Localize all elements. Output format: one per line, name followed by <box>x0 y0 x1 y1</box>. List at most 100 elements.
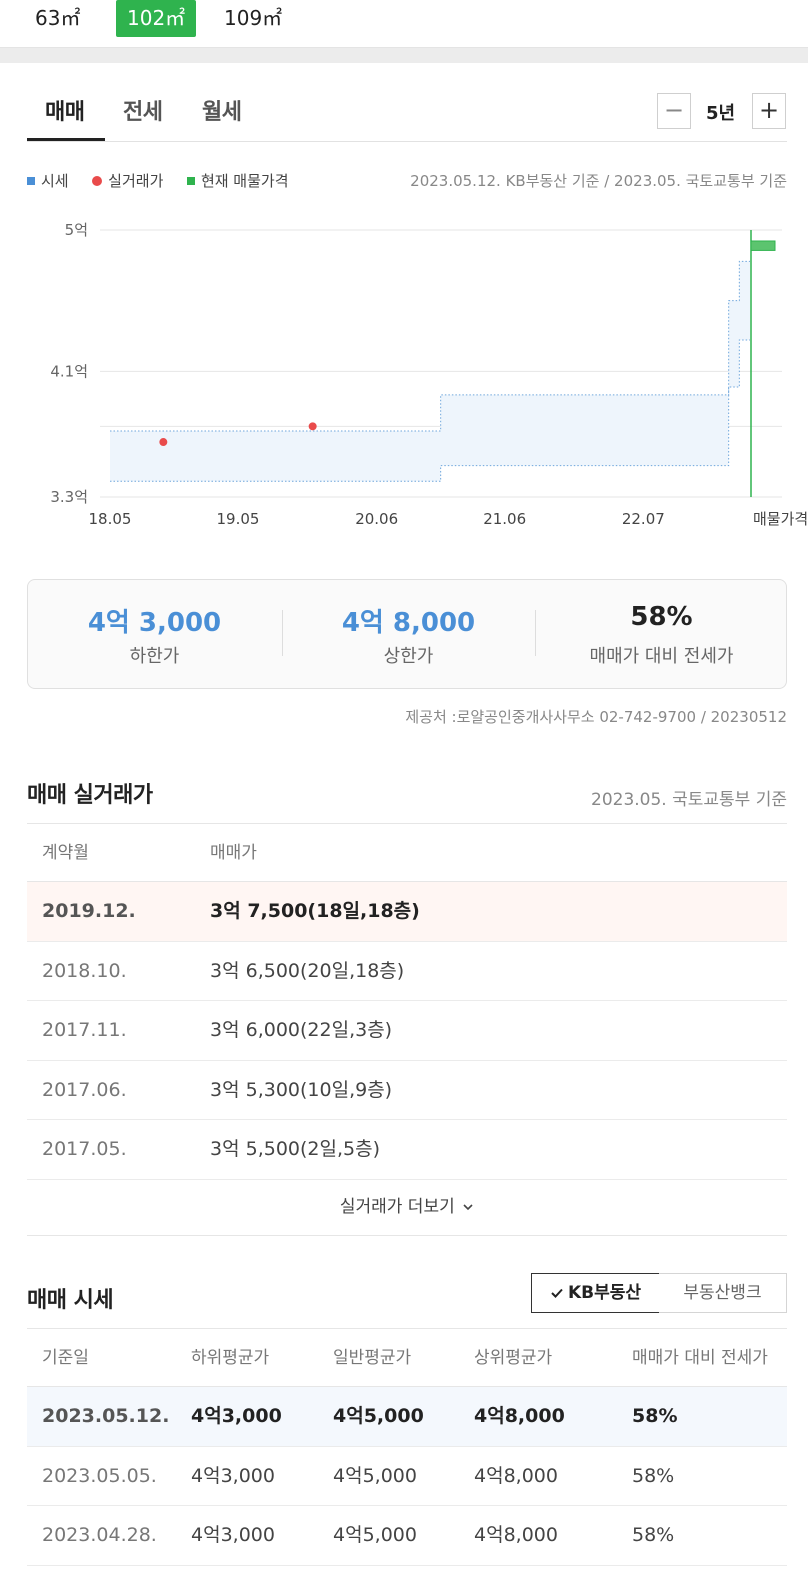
stat-lower-label: 하한가 <box>129 646 180 667</box>
trade-price: 3억 6,000(22일,3층) <box>210 1019 393 1041</box>
table-row: 2023.05.12. 4억3,000 4억5,000 4억8,000 58% <box>27 1387 787 1447</box>
check-icon <box>551 1288 563 1298</box>
table-row: 2023.05.05. 4억3,000 4억5,000 4억8,000 58% <box>27 1447 787 1506</box>
market-date: 2023.05.05. <box>42 1464 157 1487</box>
stat-upper-value: 4억 8,000 <box>341 608 476 638</box>
y-tick-label: 5억 <box>65 221 88 239</box>
stat-lower-value: 4억 3,000 <box>87 608 222 638</box>
x-tick-label: 22.07 <box>622 510 665 528</box>
legend-label-listing: 현재 매물가격 <box>200 172 289 190</box>
market-low-avg: 4억3,000 <box>191 1524 275 1546</box>
price-card <box>0 63 808 1569</box>
market-band-area <box>110 261 750 482</box>
source-bank-button[interactable]: 부동산뱅크 <box>659 1273 787 1313</box>
market-low-avg: 4억3,000 <box>191 1405 282 1427</box>
trade-price: 3억 5,300(10일,9층) <box>210 1078 393 1101</box>
trade-month: 2018.10. <box>42 959 127 982</box>
table-row: 2023.04.28. 4억3,000 4억5,000 4억8,000 58% <box>27 1506 787 1566</box>
trade-point <box>308 422 317 431</box>
market-date: 2023.04.28. <box>42 1524 157 1546</box>
header-high-avg: 상위평균가 <box>474 1348 553 1368</box>
header-month: 계약월 <box>42 843 89 863</box>
legend-label-trade: 실거래가 <box>108 172 164 190</box>
more-trades-label: 실거래가 더보기 <box>339 1197 455 1217</box>
legend-dot-icon <box>92 175 103 186</box>
market-table: 기준일 하위평균가 일반평균가 상위평균가 매매가 대비 전세가 2023.05… <box>27 1328 787 1566</box>
active-tab-indicator <box>27 138 105 141</box>
market-ratio: 58% <box>632 1405 678 1427</box>
provider-info: 제공처 :로얄공인중개사사무소 02-742-9700 / 20230512 <box>405 708 787 726</box>
listing-price-bar <box>750 240 776 251</box>
market-title: 매매 시세 <box>27 1288 114 1313</box>
tab-jeonse[interactable]: 전세 <box>123 100 163 125</box>
market-high-avg: 4억8,000 <box>474 1405 565 1427</box>
x-tick-label: 21.06 <box>483 510 526 528</box>
market-ratio: 58% <box>632 1464 675 1487</box>
market-high-avg: 4억8,000 <box>474 1524 558 1546</box>
period-minus-button[interactable]: − <box>657 93 691 129</box>
x-tick-label: 매물가격 <box>753 510 808 528</box>
legend-square-icon <box>186 176 195 185</box>
period-plus-button[interactable]: + <box>752 93 786 129</box>
price-summary: 4억 3,000 하한가 4억 8,000 상한가 58% 매매가 대비 전세가 <box>27 579 787 689</box>
size-option-109[interactable]: 109㎡ <box>224 6 283 30</box>
market-avg: 4억5,000 <box>333 1405 424 1427</box>
y-tick-label: 3.3억 <box>50 488 88 506</box>
table-row: 2018.10. 3억 6,500(20일,18층) <box>27 942 787 1001</box>
trades-table: 계약월 매매가 2019.12. 3억 7,500(18일,18층) 2018.… <box>27 823 787 1180</box>
stat-ratio-value: 58% <box>630 602 693 632</box>
size-option-63[interactable]: 63㎡ <box>35 6 81 30</box>
trade-month: 2017.11. <box>42 1019 127 1041</box>
chevron-down-icon <box>463 1204 473 1211</box>
tab-sale[interactable]: 매매 <box>45 100 85 125</box>
size-option-102[interactable]: 102㎡ <box>116 0 197 37</box>
legend-square-icon <box>27 176 35 185</box>
header-avg: 일반평균가 <box>333 1348 412 1368</box>
stat-lower: 4억 3,000 하한가 <box>28 602 281 668</box>
x-tick-label: 20.06 <box>355 510 398 528</box>
x-tick-label: 18.05 <box>89 510 132 528</box>
source-kb-button[interactable]: KB부동산 <box>531 1273 660 1313</box>
trade-month: 2017.06. <box>42 1078 127 1101</box>
table-header: 계약월 매매가 <box>27 823 787 882</box>
header-price: 매매가 <box>210 843 257 863</box>
trades-basis: 2023.05. 국토교통부 기준 <box>591 790 787 810</box>
trade-month: 2019.12. <box>42 900 136 922</box>
market-avg: 4억5,000 <box>333 1464 417 1487</box>
trade-price: 3억 6,500(20일,18층) <box>210 959 405 982</box>
stat-upper-label: 상한가 <box>383 646 434 667</box>
stat-divider <box>535 610 536 656</box>
header-date: 기준일 <box>42 1348 89 1368</box>
stat-ratio: 58% 매매가 대비 전세가 <box>535 602 788 668</box>
stat-ratio-label: 매매가 대비 전세가 <box>589 646 734 667</box>
market-ratio: 58% <box>632 1524 675 1546</box>
market-date: 2023.05.12. <box>42 1405 170 1427</box>
market-avg: 4억5,000 <box>333 1524 417 1546</box>
stat-upper: 4억 8,000 상한가 <box>282 602 535 668</box>
y-tick-label: 4.1억 <box>50 362 88 380</box>
table-row: 2017.11. 3억 6,000(22일,3층) <box>27 1001 787 1061</box>
chart-basis-text: 2023.05.12. KB부동산 기준 / 2023.05. 국토교통부 기준 <box>410 172 787 190</box>
market-high-avg: 4억8,000 <box>474 1464 558 1487</box>
legend-label-market: 시세 <box>41 172 69 190</box>
chart-legend: 시세 실거래가 현재 매물가격 <box>27 170 289 191</box>
table-row: 2019.12. 3억 7,500(18일,18층) <box>27 882 787 942</box>
period-value: 5년 <box>706 103 736 124</box>
table-header: 기준일 하위평균가 일반평균가 상위평균가 매매가 대비 전세가 <box>27 1328 787 1387</box>
trade-point <box>159 438 168 447</box>
trades-title: 매매 실거래가 <box>27 783 153 808</box>
more-trades-button[interactable]: 실거래가 더보기 <box>27 1178 787 1236</box>
x-tick-label: 19.05 <box>217 510 260 528</box>
trade-price: 3억 5,500(2일,5층) <box>210 1138 381 1160</box>
header-low-avg: 하위평균가 <box>191 1348 270 1368</box>
header-ratio: 매매가 대비 전세가 <box>632 1348 768 1368</box>
area-size-selector: 63㎡ 102㎡ 109㎡ <box>0 0 808 48</box>
source-kb-label: KB부동산 <box>567 1283 642 1303</box>
trade-month: 2017.05. <box>42 1138 127 1160</box>
market-low-avg: 4억3,000 <box>191 1464 275 1487</box>
table-row: 2017.06. 3억 5,300(10일,9층) <box>27 1061 787 1120</box>
stat-divider <box>282 610 283 656</box>
table-row: 2017.05. 3억 5,500(2일,5층) <box>27 1120 787 1180</box>
tab-monthly[interactable]: 월세 <box>202 100 242 125</box>
